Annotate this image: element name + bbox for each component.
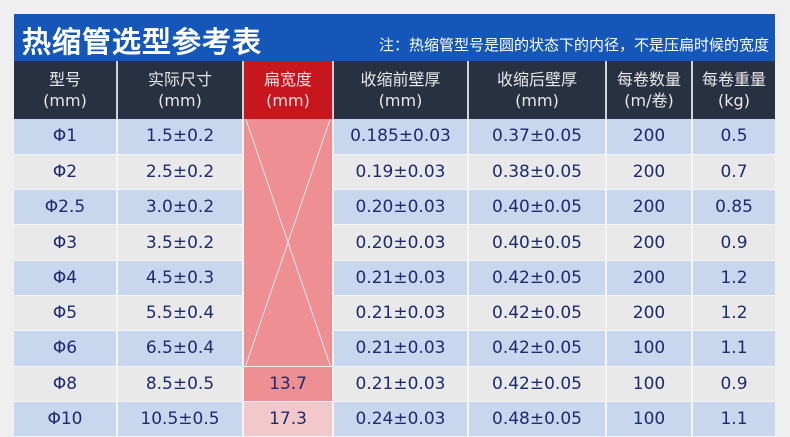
- header-label: 每卷重量: [701, 70, 766, 89]
- table-row: Φ2 2.5±0.2 0.19±0.03 0.38±0.05 200 0.7: [14, 154, 775, 191]
- table-cell: 0.40±0.05: [468, 224, 607, 261]
- table-cell: 6.5±0.4: [117, 330, 244, 367]
- table-cell: 0.85: [692, 189, 775, 226]
- table-cell: 0.42±0.05: [468, 295, 607, 332]
- table-cell: 1.5±0.2: [117, 119, 244, 155]
- table-cell: 1.1: [692, 401, 775, 437]
- column-header: 每卷数量 (m/卷): [606, 61, 693, 119]
- table-cell: 0.7: [692, 154, 775, 191]
- table-cell: Φ5: [14, 295, 118, 332]
- table-cell: 0.21±0.03: [333, 260, 469, 296]
- table-cell: 0.24±0.03: [333, 401, 469, 437]
- table-cell: Φ8: [14, 366, 118, 402]
- header-label: 扁宽度: [263, 70, 312, 89]
- header-label: 收缩前壁厚: [360, 70, 441, 89]
- table-cell: Φ4: [14, 260, 118, 296]
- header-unit: (mm): [158, 91, 202, 110]
- header-unit: (mm): [266, 91, 310, 110]
- table-cell: 1.1: [692, 330, 775, 367]
- table-cell: Φ10: [14, 401, 118, 437]
- table-cell: 200: [606, 260, 693, 296]
- table-cell: 100: [606, 366, 693, 402]
- table-cell: 4.5±0.3: [117, 260, 244, 296]
- flat-width-merged-cell: [243, 119, 334, 367]
- table-cell: 3.5±0.2: [117, 224, 244, 261]
- table-row: Φ10 10.5±0.5 17.3 0.24±0.03 0.48±0.05 100 1.1: [14, 401, 775, 437]
- table-cell: 0.42±0.05: [468, 366, 607, 402]
- table-cell: 17.3: [243, 401, 334, 437]
- table-cell: 0.21±0.03: [333, 295, 469, 332]
- table-cell: Φ1: [14, 119, 118, 155]
- page-title: 热缩管选型参考表: [22, 25, 263, 59]
- header-label: 收缩后壁厚: [496, 70, 577, 89]
- table-row: Φ2.5 3.0±0.2 0.20±0.03 0.40±0.05 200 0.85: [14, 189, 775, 226]
- table-cell: 0.38±0.05: [468, 154, 607, 191]
- table-cell: 0.48±0.05: [468, 401, 607, 437]
- title-bar: 热缩管选型参考表 注：热缩管型号是圆的状态下的内径，不是压扁时候的宽度: [14, 14, 775, 61]
- column-header: 扁宽度 (mm): [243, 61, 334, 119]
- table-cell: Φ2.5: [14, 189, 118, 226]
- table-cell: 200: [606, 295, 693, 332]
- header-label: 实际尺寸: [147, 70, 212, 89]
- table-cell: Φ6: [14, 330, 118, 367]
- table-cell: 100: [606, 330, 693, 367]
- table-cell: Φ3: [14, 224, 118, 261]
- table-cell: 0.37±0.05: [468, 119, 607, 155]
- table-row: Φ4 4.5±0.3 0.21±0.03 0.42±0.05 200 1.2: [14, 260, 775, 296]
- column-header: 型号 (mm): [14, 61, 118, 119]
- table-cell: 8.5±0.5: [117, 366, 244, 402]
- table-cell: 13.7: [243, 366, 334, 402]
- table-cell: 0.19±0.03: [333, 154, 469, 191]
- table-row: Φ1 1.5±0.2 0.185±0.03 0.37±0.05 200 0.5: [14, 119, 775, 367]
- table-cell: 2.5±0.2: [117, 154, 244, 191]
- table-cell: 3.0±0.2: [117, 189, 244, 226]
- table-row: Φ5 5.5±0.4 0.21±0.03 0.42±0.05 200 1.2: [14, 295, 775, 332]
- column-header: 收缩后壁厚 (mm): [468, 61, 607, 119]
- table-cell: 0.20±0.03: [333, 189, 469, 226]
- table-cell: 5.5±0.4: [117, 295, 244, 332]
- table-cell: 200: [606, 224, 693, 261]
- header-unit: (mm): [43, 91, 87, 110]
- table-cell: 0.20±0.03: [333, 224, 469, 261]
- column-header: 收缩前壁厚 (mm): [333, 61, 469, 119]
- table-row: Φ8 8.5±0.5 13.7 0.21±0.03 0.42±0.05 100 0.9: [14, 366, 775, 402]
- table-cell: 200: [606, 189, 693, 226]
- table-cell: 0.42±0.05: [468, 260, 607, 296]
- table-cell: 0.21±0.03: [333, 366, 469, 402]
- table-row: Φ6 6.5±0.4 0.21±0.03 0.42±0.05 100 1.1: [14, 330, 775, 367]
- header-unit: (kg): [718, 91, 750, 110]
- table-cell: 0.9: [692, 224, 775, 261]
- header-label: 每卷数量: [616, 70, 681, 89]
- table-cell: Φ2: [14, 154, 118, 191]
- table-cell: 0.40±0.05: [468, 189, 607, 226]
- column-header: 实际尺寸 (mm): [117, 61, 244, 119]
- table-cell: 200: [606, 119, 693, 155]
- header-unit: (mm): [515, 91, 559, 110]
- table-cell: 1.2: [692, 295, 775, 332]
- table-cell: 1.2: [692, 260, 775, 296]
- note: 注：热缩管型号是圆的状态下的内径，不是压扁时候的宽度: [378, 36, 769, 54]
- table-cell: 0.21±0.03: [333, 330, 469, 367]
- table-cell: 10.5±0.5: [117, 401, 244, 437]
- table-cell: 200: [606, 154, 693, 191]
- header-unit: (m/卷): [624, 91, 674, 110]
- table-cell: 0.9: [692, 366, 775, 402]
- table-cell: 100: [606, 401, 693, 437]
- header-unit: (mm): [378, 91, 423, 110]
- table-cell: 0.185±0.03: [333, 119, 469, 155]
- table-row: Φ3 3.5±0.2 0.20±0.03 0.40±0.05 200 0.9: [14, 224, 775, 261]
- table-cell: 0.42±0.05: [468, 330, 607, 367]
- column-header: 每卷重量 (kg): [692, 61, 775, 119]
- table-cell: 0.5: [692, 119, 775, 155]
- header-label: 型号: [48, 70, 81, 89]
- cross-mark-icon: [244, 119, 332, 366]
- selection-table: 型号 (mm) 实际尺寸 (mm) 扁宽度 (mm) 收缩前壁厚 (mm) 收缩后壁厚 (mm) 每…: [14, 61, 775, 437]
